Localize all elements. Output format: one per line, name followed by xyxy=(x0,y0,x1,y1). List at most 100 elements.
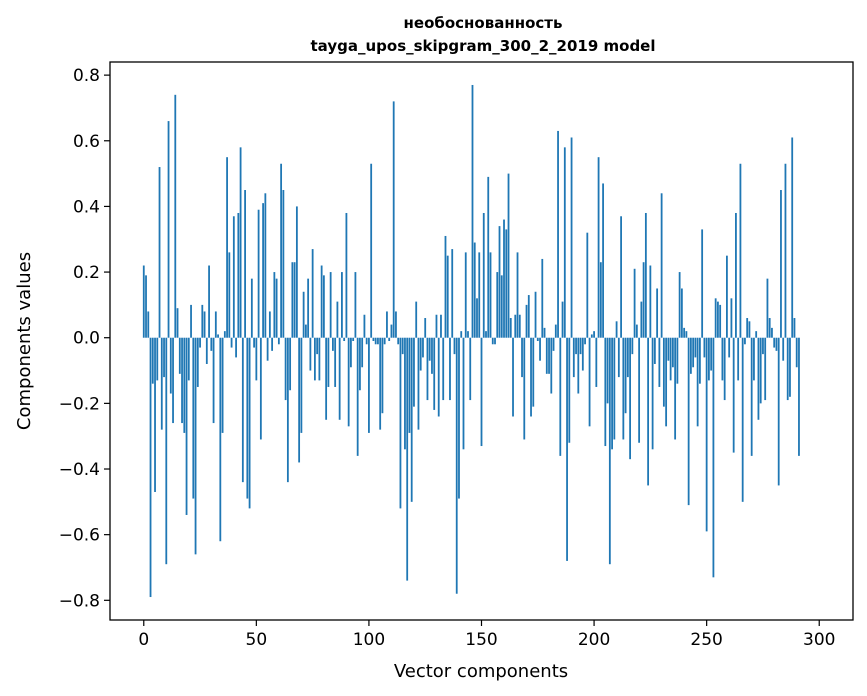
bar xyxy=(599,262,602,338)
bar xyxy=(374,337,377,345)
bar xyxy=(653,337,656,364)
bar xyxy=(370,163,373,338)
y-tick-label: 0.6 xyxy=(73,132,100,152)
bar xyxy=(694,337,697,358)
bar xyxy=(221,337,224,433)
bar xyxy=(232,216,235,338)
bar xyxy=(145,275,147,338)
bar xyxy=(388,337,391,341)
bar xyxy=(674,337,677,440)
bar xyxy=(453,337,456,355)
bar xyxy=(194,337,197,555)
bar xyxy=(771,327,773,338)
bar xyxy=(566,337,568,561)
bar xyxy=(329,272,332,338)
bar xyxy=(780,190,782,338)
bar xyxy=(739,163,742,338)
bar xyxy=(469,337,472,401)
bar xyxy=(262,203,264,338)
bar xyxy=(617,337,620,378)
bar xyxy=(728,337,731,358)
bar xyxy=(437,337,440,417)
y-tick-label: 0.4 xyxy=(73,197,100,217)
bar xyxy=(498,226,501,338)
bar xyxy=(372,337,375,341)
bar xyxy=(255,337,258,381)
bar xyxy=(462,337,465,450)
bar xyxy=(219,337,222,542)
y-tick-label: 0.2 xyxy=(73,263,100,283)
bar xyxy=(755,331,758,338)
bar xyxy=(719,304,722,338)
bar xyxy=(500,275,503,338)
bar xyxy=(151,337,154,384)
bar xyxy=(183,337,186,433)
bar xyxy=(464,252,467,338)
bar xyxy=(428,337,431,361)
bar xyxy=(433,337,436,410)
bar xyxy=(638,337,641,443)
plot-frame xyxy=(109,61,854,621)
bar xyxy=(676,337,679,384)
bar xyxy=(757,337,760,420)
bar xyxy=(282,190,285,338)
bar xyxy=(172,337,174,424)
bar xyxy=(352,337,355,341)
bar xyxy=(723,337,726,401)
bar xyxy=(507,173,510,338)
bar xyxy=(273,272,276,338)
bar xyxy=(680,288,683,338)
bar xyxy=(703,337,706,358)
y-tick-label: −0.4 xyxy=(59,460,100,480)
bar xyxy=(642,262,645,338)
bar xyxy=(577,337,580,394)
bar xyxy=(631,337,634,355)
bar xyxy=(482,212,485,338)
bar xyxy=(417,337,420,430)
bar xyxy=(293,262,296,338)
bar xyxy=(397,337,400,345)
bar xyxy=(552,337,555,351)
bar xyxy=(714,298,717,338)
bar xyxy=(381,337,384,414)
bar xyxy=(710,337,713,371)
bar xyxy=(696,337,699,427)
bar xyxy=(597,157,600,338)
bar xyxy=(732,337,735,453)
bar xyxy=(509,318,512,338)
bar xyxy=(784,163,787,338)
bar xyxy=(230,337,233,348)
bar xyxy=(518,314,521,338)
bar xyxy=(253,337,255,348)
bar xyxy=(593,331,595,338)
bar xyxy=(449,337,451,401)
bar xyxy=(768,318,771,338)
bar xyxy=(473,242,476,338)
bar xyxy=(192,337,195,499)
bar xyxy=(190,304,192,338)
y-axis-ticks: −0.8 −0.6 −0.4 −0.2 0.0 0.2 0.4 0.6 0.8 xyxy=(59,66,110,611)
bar xyxy=(395,311,397,338)
x-tick-label: 100 xyxy=(353,630,385,650)
bar xyxy=(365,337,368,345)
bar xyxy=(201,304,204,338)
bar xyxy=(322,275,325,338)
bar xyxy=(325,337,328,420)
bar xyxy=(572,337,575,378)
bar xyxy=(217,334,219,338)
bar xyxy=(320,265,323,338)
bar xyxy=(669,337,672,381)
bar xyxy=(442,337,445,401)
bar xyxy=(298,337,301,463)
bar xyxy=(541,258,544,338)
bar xyxy=(791,137,794,338)
bar xyxy=(660,193,663,338)
bar xyxy=(309,337,312,371)
bar xyxy=(494,337,496,345)
y-tick-label: 0.8 xyxy=(73,66,100,86)
bar xyxy=(244,190,246,338)
bar xyxy=(737,337,740,381)
bar xyxy=(789,337,791,397)
bar xyxy=(291,262,294,338)
bar xyxy=(512,337,514,417)
